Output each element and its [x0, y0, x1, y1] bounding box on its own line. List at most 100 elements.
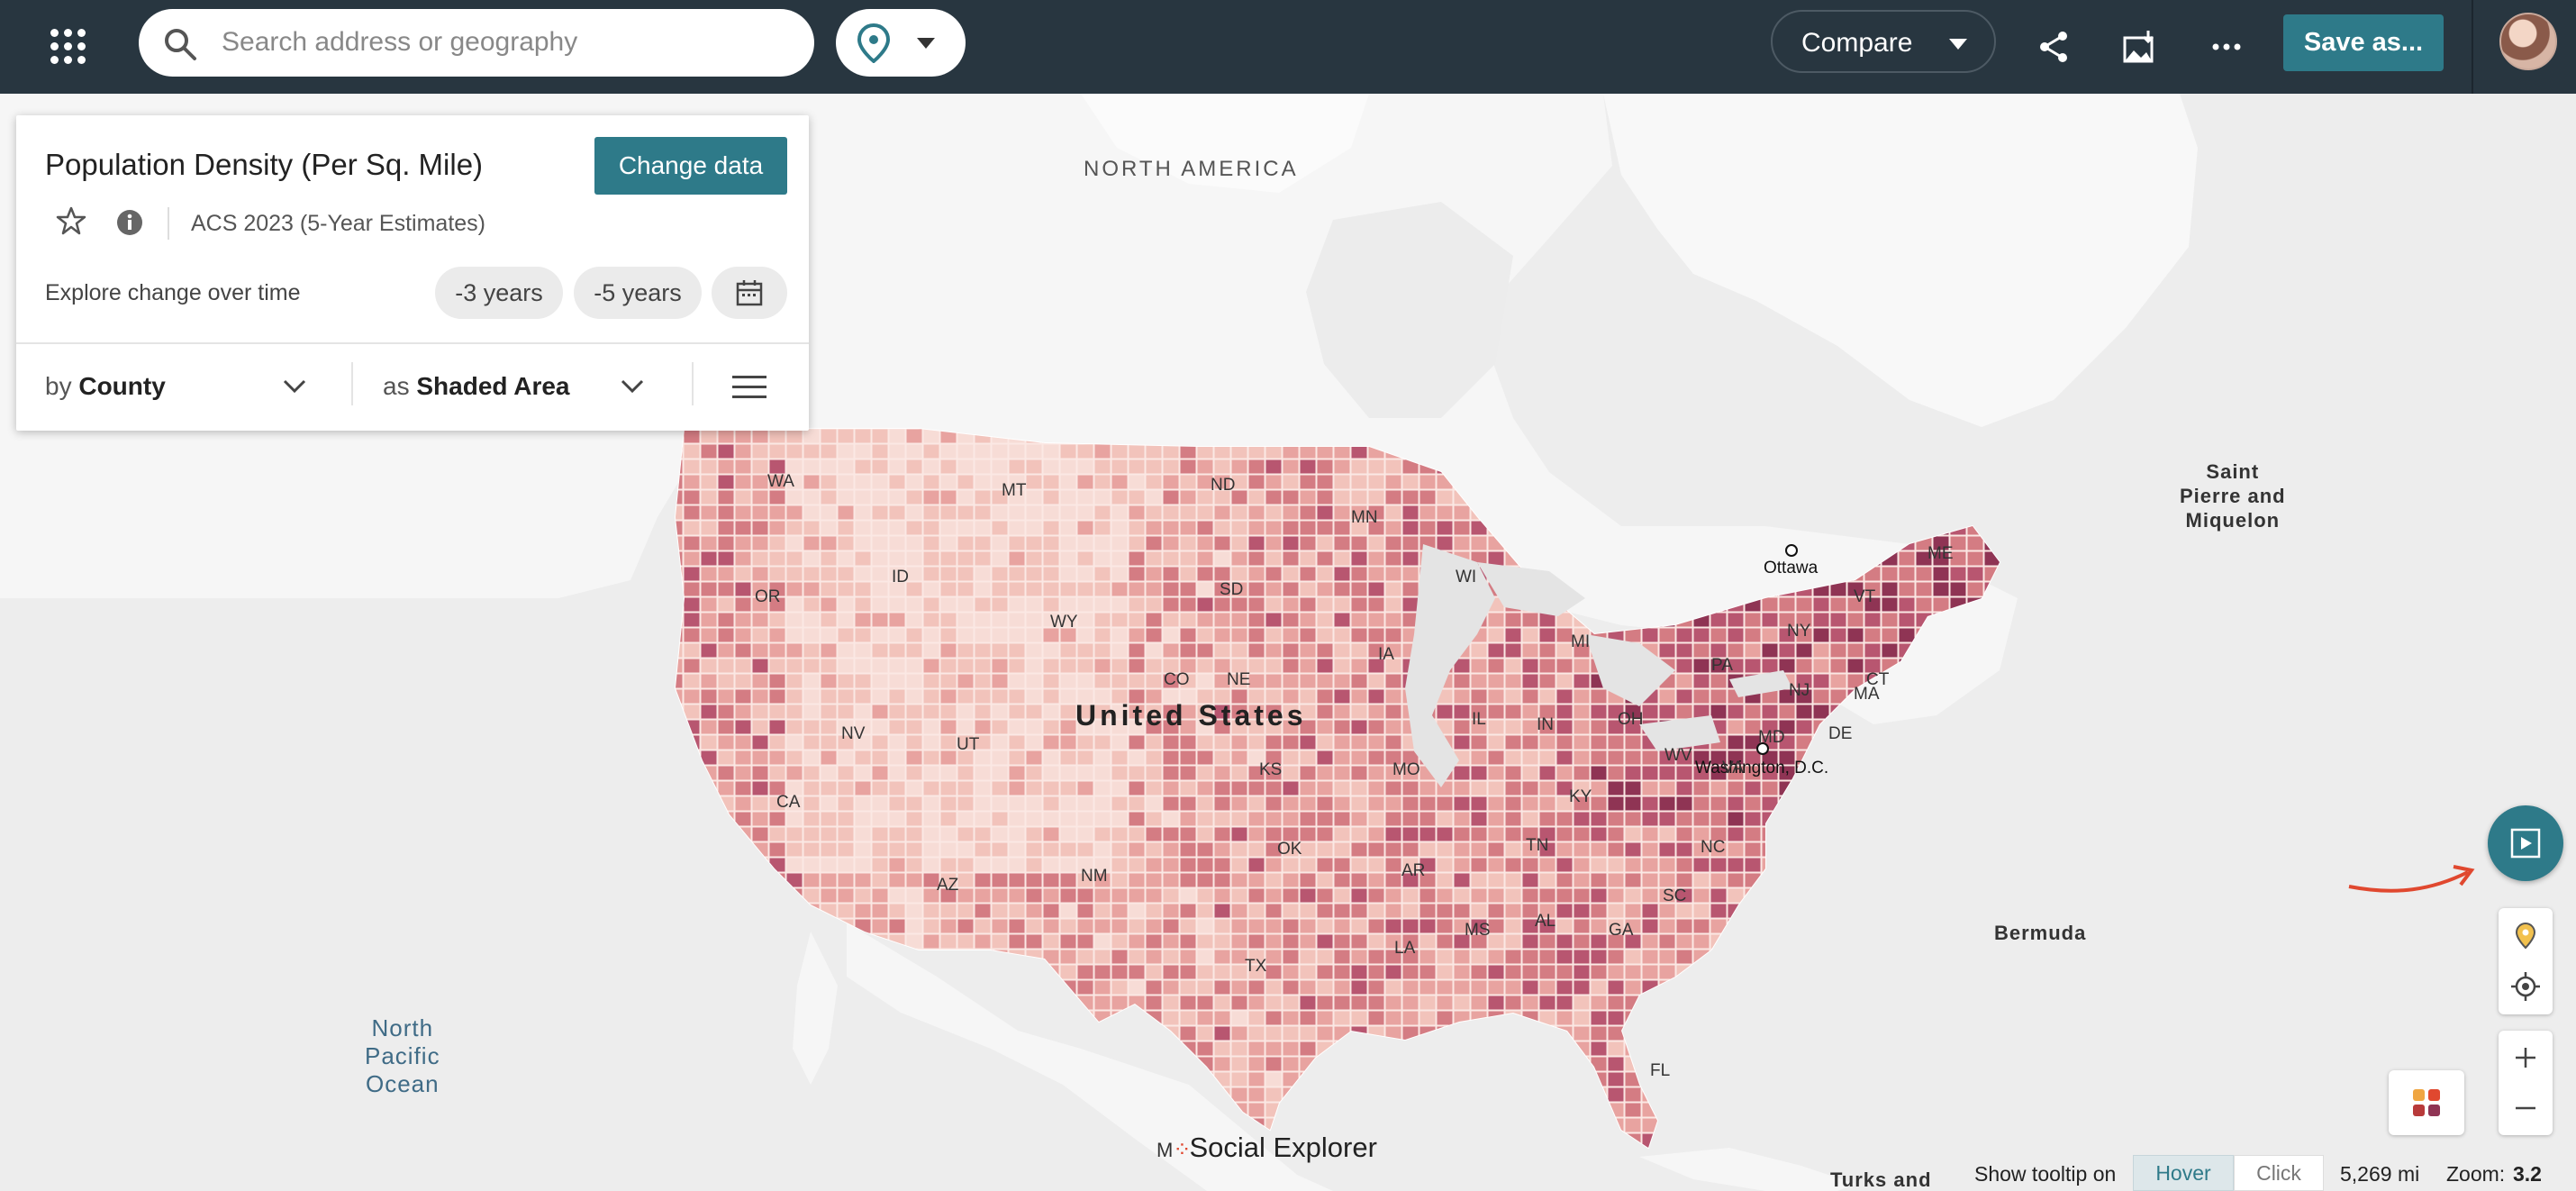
county-shape[interactable]: [1829, 642, 1847, 659]
county-shape[interactable]: [837, 796, 855, 812]
county-shape[interactable]: [1453, 826, 1471, 842]
county-shape[interactable]: [1128, 627, 1146, 643]
county-shape[interactable]: [1213, 581, 1231, 597]
county-shape[interactable]: [717, 459, 735, 475]
county-shape[interactable]: [1213, 489, 1231, 505]
county-shape[interactable]: [820, 474, 838, 490]
county-shape[interactable]: [1607, 780, 1625, 796]
county-shape[interactable]: [717, 642, 735, 659]
county-shape[interactable]: [854, 841, 872, 858]
county-shape[interactable]: [1829, 688, 1847, 705]
county-shape[interactable]: [1966, 566, 1984, 582]
county-shape[interactable]: [1128, 535, 1146, 551]
county-shape[interactable]: [1367, 520, 1385, 536]
county-shape[interactable]: [1299, 979, 1317, 996]
county-shape[interactable]: [1556, 872, 1574, 888]
county-shape[interactable]: [1025, 811, 1043, 827]
county-shape[interactable]: [1367, 872, 1385, 888]
county-shape[interactable]: [734, 505, 752, 521]
county-shape[interactable]: [974, 489, 992, 505]
county-shape[interactable]: [1487, 995, 1505, 1011]
county-shape[interactable]: [1042, 474, 1060, 490]
county-shape[interactable]: [1093, 811, 1111, 827]
county-shape[interactable]: [1470, 949, 1488, 965]
county-shape[interactable]: [1076, 949, 1094, 965]
county-shape[interactable]: [1213, 949, 1231, 965]
county-shape[interactable]: [1367, 918, 1385, 934]
county-shape[interactable]: [888, 658, 906, 674]
county-shape[interactable]: [1727, 658, 1745, 674]
county-shape[interactable]: [1401, 979, 1420, 996]
county-shape[interactable]: [1213, 688, 1231, 705]
county-shape[interactable]: [1607, 734, 1625, 750]
county-shape[interactable]: [820, 658, 838, 674]
county-shape[interactable]: [1008, 474, 1026, 490]
county-shape[interactable]: [1247, 1010, 1265, 1026]
county-shape[interactable]: [1299, 1025, 1317, 1041]
county-shape[interactable]: [1230, 1010, 1248, 1026]
county-shape[interactable]: [751, 750, 769, 766]
county-shape[interactable]: [1162, 550, 1180, 567]
county-shape[interactable]: [1521, 826, 1539, 842]
county-shape[interactable]: [1076, 535, 1094, 551]
county-shape[interactable]: [1145, 535, 1163, 551]
county-shape[interactable]: [785, 704, 803, 720]
county-shape[interactable]: [1504, 933, 1522, 950]
county-shape[interactable]: [1196, 857, 1214, 873]
chevron-down-icon[interactable]: [617, 373, 648, 398]
county-shape[interactable]: [1846, 581, 1864, 597]
county-shape[interactable]: [1641, 704, 1659, 720]
county-shape[interactable]: [1247, 841, 1265, 858]
county-shape[interactable]: [837, 811, 855, 827]
county-shape[interactable]: [803, 520, 821, 536]
county-shape[interactable]: [888, 474, 906, 490]
county-shape[interactable]: [1025, 826, 1043, 842]
county-shape[interactable]: [1111, 459, 1129, 475]
county-shape[interactable]: [1230, 474, 1248, 490]
county-shape[interactable]: [1641, 857, 1659, 873]
county-shape[interactable]: [785, 796, 803, 812]
county-shape[interactable]: [1744, 642, 1762, 659]
county-shape[interactable]: [803, 780, 821, 796]
county-shape[interactable]: [1573, 642, 1591, 659]
county-shape[interactable]: [1333, 566, 1351, 582]
county-shape[interactable]: [905, 857, 923, 873]
county-shape[interactable]: [1059, 535, 1077, 551]
county-shape[interactable]: [683, 673, 701, 689]
county-shape[interactable]: [1573, 750, 1591, 766]
county-shape[interactable]: [1265, 750, 1283, 766]
county-shape[interactable]: [717, 750, 735, 766]
county-shape[interactable]: [1350, 566, 1368, 582]
county-shape[interactable]: [785, 429, 803, 444]
county-shape[interactable]: [1093, 489, 1111, 505]
county-shape[interactable]: [667, 505, 684, 521]
county-shape[interactable]: [1401, 857, 1420, 873]
county-shape[interactable]: [1265, 1071, 1283, 1087]
county-shape[interactable]: [1419, 826, 1437, 842]
county-shape[interactable]: [1213, 811, 1231, 827]
county-shape[interactable]: [820, 429, 838, 444]
county-shape[interactable]: [1333, 841, 1351, 858]
county-shape[interactable]: [683, 566, 701, 582]
county-shape[interactable]: [1196, 566, 1214, 582]
county-shape[interactable]: [991, 459, 1009, 475]
minus-5-years-button[interactable]: -5 years: [574, 267, 702, 319]
county-shape[interactable]: [1350, 627, 1368, 643]
county-shape[interactable]: [1059, 505, 1077, 521]
county-shape[interactable]: [700, 489, 718, 505]
county-shape[interactable]: [1556, 734, 1574, 750]
county-shape[interactable]: [1299, 918, 1317, 934]
county-shape[interactable]: [1247, 887, 1265, 904]
county-shape[interactable]: [1573, 995, 1591, 1011]
county-shape[interactable]: [1949, 566, 1967, 582]
county-shape[interactable]: [1384, 474, 1402, 490]
county-shape[interactable]: [1111, 520, 1129, 536]
county-shape[interactable]: [1299, 658, 1317, 674]
county-shape[interactable]: [717, 688, 735, 705]
county-shape[interactable]: [1299, 505, 1317, 521]
county-shape[interactable]: [734, 719, 752, 735]
county-shape[interactable]: [837, 857, 855, 873]
county-shape[interactable]: [1316, 995, 1334, 1011]
county-shape[interactable]: [1299, 872, 1317, 888]
county-shape[interactable]: [1145, 826, 1163, 842]
